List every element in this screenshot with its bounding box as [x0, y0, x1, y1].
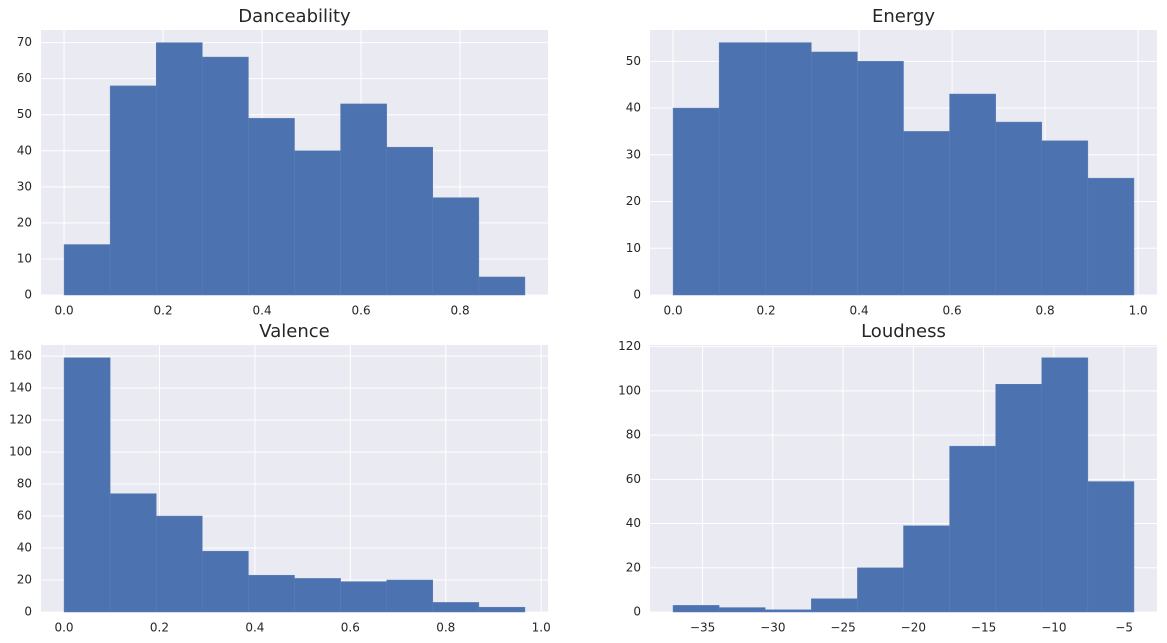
- bar: [63, 244, 111, 296]
- y-tick-label: 0: [633, 605, 641, 619]
- x-tick-label: 0.8: [1036, 304, 1055, 318]
- bar: [811, 51, 858, 296]
- bar: [478, 276, 526, 296]
- x-tick-label: 0.6: [341, 621, 360, 635]
- bar: [248, 574, 295, 613]
- x-tick-label: 1.0: [532, 621, 551, 635]
- x-tick-label: 0.2: [154, 304, 173, 318]
- bar: [1041, 357, 1089, 613]
- x-tick-label: 1.0: [1129, 304, 1148, 318]
- y-tick-label: 100: [9, 445, 32, 459]
- y-tick-label: 60: [17, 71, 32, 85]
- x-tick-label: 0.8: [436, 621, 455, 635]
- bar: [672, 605, 720, 613]
- y-tick-label: 120: [9, 413, 32, 427]
- y-tick-label: 30: [17, 179, 32, 193]
- bar: [294, 150, 341, 296]
- bar: [340, 581, 387, 613]
- y-tick-label: 60: [17, 509, 32, 523]
- y-tick-label: 40: [17, 143, 32, 157]
- x-tick-label: 0.6: [352, 304, 371, 318]
- y-tick-label: 0: [633, 288, 641, 302]
- bar: [294, 578, 341, 613]
- y-tick-label: 40: [17, 541, 32, 555]
- x-tick-label: 0.6: [943, 304, 962, 318]
- bar: [386, 146, 434, 296]
- x-tick-label: −10: [1041, 621, 1066, 635]
- bar: [764, 609, 812, 613]
- x-tick-label: 0.0: [54, 621, 73, 635]
- x-tick-label: 0.8: [451, 304, 470, 318]
- y-tick-label: 50: [626, 54, 641, 68]
- bar: [478, 606, 526, 613]
- x-tick-label: −25: [830, 621, 855, 635]
- bar: [109, 493, 157, 613]
- subplot-title: Danceability: [238, 6, 351, 27]
- x-tick-label: 0.4: [245, 621, 264, 635]
- bar: [718, 42, 766, 296]
- subplot-title: Valence: [259, 321, 329, 342]
- bar: [155, 42, 203, 296]
- bar: [903, 525, 950, 613]
- bar: [857, 61, 904, 296]
- bar: [857, 567, 904, 613]
- y-tick-label: 100: [618, 383, 641, 397]
- bar: [63, 357, 111, 613]
- bar: [432, 197, 480, 296]
- x-tick-label: 0.2: [757, 304, 776, 318]
- bar: [1087, 481, 1135, 613]
- y-tick-label: 70: [17, 35, 32, 49]
- bar: [1041, 140, 1089, 296]
- y-tick-label: 80: [17, 477, 32, 491]
- bar: [248, 118, 295, 296]
- x-tick-label: −15: [971, 621, 996, 635]
- bar: [432, 602, 480, 613]
- bar: [764, 42, 812, 296]
- y-tick-label: 40: [626, 101, 641, 115]
- bar: [949, 93, 996, 296]
- x-tick-label: −35: [690, 621, 715, 635]
- x-tick-label: −30: [760, 621, 785, 635]
- y-tick-label: 0: [24, 288, 32, 302]
- bar: [202, 56, 249, 296]
- y-tick-label: 0: [24, 605, 32, 619]
- y-tick-label: 160: [9, 349, 32, 363]
- bar: [811, 598, 858, 613]
- x-tick-label: −20: [901, 621, 926, 635]
- y-tick-label: 80: [626, 428, 641, 442]
- x-tick-label: 0.2: [150, 621, 169, 635]
- y-tick-label: 20: [17, 215, 32, 229]
- x-tick-label: −5: [1115, 621, 1133, 635]
- bar: [995, 383, 1043, 613]
- y-tick-label: 10: [17, 251, 32, 265]
- subplot-title: Energy: [872, 6, 935, 27]
- x-tick-label: 0.0: [55, 304, 74, 318]
- bar: [386, 579, 434, 613]
- y-tick-label: 30: [626, 147, 641, 161]
- bar: [672, 107, 720, 296]
- y-tick-label: 10: [626, 241, 641, 255]
- y-tick-label: 20: [626, 194, 641, 208]
- y-tick-label: 20: [17, 573, 32, 587]
- bar: [155, 515, 203, 613]
- subplot-title: Loudness: [861, 321, 946, 342]
- y-tick-label: 60: [626, 472, 641, 486]
- x-tick-label: 0.0: [664, 304, 683, 318]
- bar: [340, 103, 387, 296]
- x-tick-label: 0.4: [850, 304, 869, 318]
- bar: [949, 445, 996, 613]
- bar: [903, 131, 950, 296]
- x-tick-label: 0.4: [253, 304, 272, 318]
- bar: [109, 85, 157, 296]
- y-tick-label: 20: [626, 560, 641, 574]
- bar: [995, 121, 1043, 296]
- bar: [718, 607, 766, 613]
- y-tick-label: 40: [626, 516, 641, 530]
- bar: [1087, 177, 1135, 296]
- bar: [202, 550, 249, 613]
- y-tick-label: 140: [9, 381, 32, 395]
- y-tick-label: 50: [17, 107, 32, 121]
- y-tick-label: 120: [618, 339, 641, 353]
